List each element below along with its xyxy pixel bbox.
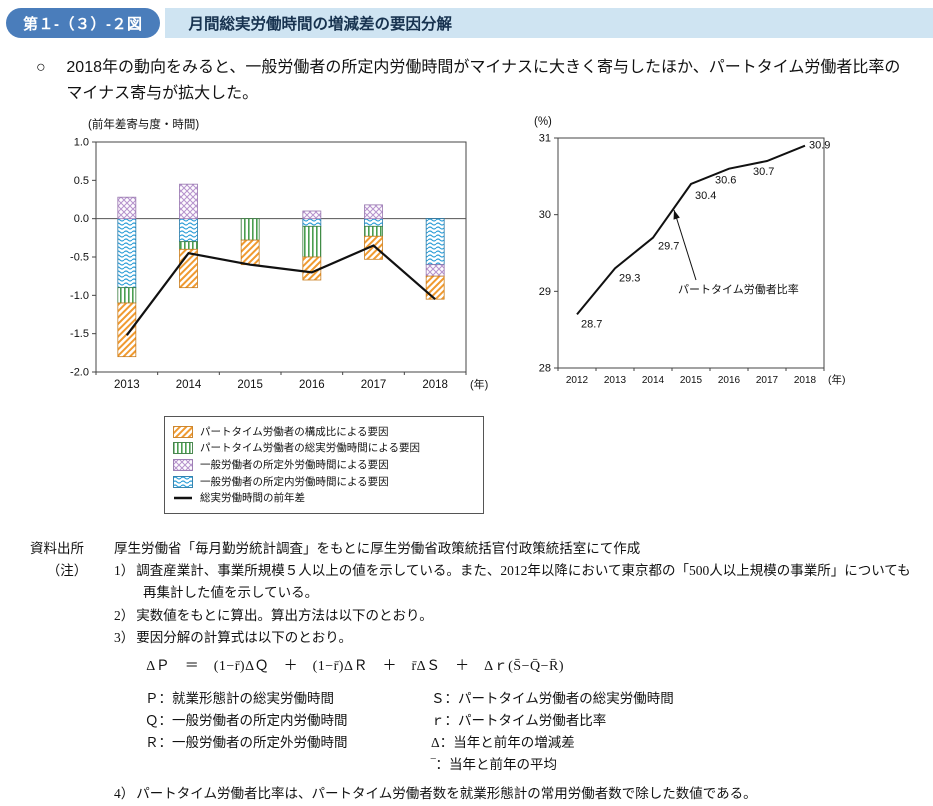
svg-text:-1.0: -1.0 — [70, 290, 89, 302]
decomposition-chart-block: (前年差寄与度・時間) 1.0 0.5 0.0 -0.5 -1.0 -1.5 -2.0 201… — [52, 116, 496, 514]
svg-text:30.9: 30.9 — [809, 140, 830, 152]
bar-chart-svg: 1.0 0.5 0.0 -0.5 -1.0 -1.5 -2.0 2013 2014 2015 201… — [52, 134, 496, 404]
legend-item: 一般労働者の所定内労働時間による要因 — [173, 475, 475, 489]
legend-label: 総実労働時間の前年差 — [200, 491, 305, 505]
svg-text:2016: 2016 — [299, 379, 325, 391]
legend-label: パートタイム労働者の構成比による要因 — [200, 425, 388, 439]
svg-text:28.7: 28.7 — [581, 319, 602, 331]
svg-text:2015: 2015 — [237, 379, 263, 391]
svg-text:29.7: 29.7 — [658, 241, 679, 253]
pt-ratio-line-chart: 31 30 29 28 2012 2013 2014 2015 2016 2017 2018 (年) 2… — [522, 130, 858, 400]
page: 第１-（３）-２図 月間総実労働時間の増減差の要因分解 ○ 2018年の動向をみ… — [0, 8, 933, 806]
legend-item: パートタイム労働者の構成比による要因 — [173, 425, 475, 439]
decomposition-formula: ΔＰ ＝ (1−r̄)ΔＱ ＋ (1−r̄)ΔＲ ＋ r̄ΔＳ ＋ Δｒ(S̄−… — [146, 656, 915, 679]
svg-text:1.0: 1.0 — [74, 137, 89, 149]
svg-text:2018: 2018 — [422, 379, 448, 391]
svg-text:29: 29 — [539, 286, 551, 298]
figure-title-bar: 月間総実労働時間の増減差の要因分解 — [165, 8, 933, 38]
svg-text:2013: 2013 — [604, 375, 627, 386]
svg-text:(年): (年) — [828, 373, 846, 386]
definition-term: Ｑ：一般労働者の所定内労働時間 — [145, 710, 431, 732]
legend-swatch-scheduled — [173, 476, 193, 488]
chart-legend: パートタイム労働者の構成比による要因パートタイム労働者の総実労働時間による要因一… — [164, 416, 484, 514]
note-item-2: 2）実数値をもとに算出。算出方法は以下のとおり。 — [114, 605, 915, 627]
svg-text:2017: 2017 — [756, 375, 779, 386]
legend-swatch-pt_hours — [173, 442, 193, 454]
line-chart-svg: 31 30 29 28 2012 2013 2014 2015 2016 2017 2018 (年) 2… — [522, 130, 858, 400]
svg-text:-2.0: -2.0 — [70, 367, 89, 379]
svg-text:0.0: 0.0 — [74, 213, 89, 225]
note-text: 調査産業計、事業所規模５人以上の値を示している。また、2012年以降において東京… — [136, 563, 910, 600]
svg-text:30.4: 30.4 — [695, 190, 716, 202]
svg-text:2018: 2018 — [794, 375, 817, 386]
decomposition-bar-chart: 1.0 0.5 0.0 -0.5 -1.0 -1.5 -2.0 2013 2014 2015 201… — [52, 134, 496, 404]
svg-text:-1.5: -1.5 — [70, 328, 89, 340]
figure-title: 月間総実労働時間の増減差の要因分解 — [189, 12, 453, 34]
svg-text:2014: 2014 — [176, 379, 202, 391]
footnotes: 資料出所 厚生労働省「毎月勤労統計調査」をもとに厚生労働省政策統括官付政策統括室… — [30, 538, 915, 806]
summary-paragraph: ○ 2018年の動向をみると、一般労働者の所定内労働時間がマイナスに大きく寄与し… — [36, 55, 907, 106]
bullet-marker: ○ — [36, 55, 66, 106]
source-text: 厚生労働省「毎月勤労統計調査」をもとに厚生労働省政策統括官付政策統括室にて作成 — [114, 538, 915, 560]
left-chart-unit-label: (前年差寄与度・時間) — [88, 116, 496, 132]
svg-text:2012: 2012 — [566, 375, 589, 386]
figure-header: 第１-（３）-２図 月間総実労働時間の増減差の要因分解 — [6, 8, 933, 38]
figure-number-badge: 第１-（３）-２図 — [6, 8, 160, 38]
svg-text:2014: 2014 — [642, 375, 665, 386]
notes-label: （注） — [30, 560, 104, 806]
svg-text:2017: 2017 — [361, 379, 387, 391]
svg-text:(年): (年) — [470, 377, 488, 391]
note-number: 1） — [114, 563, 136, 578]
definition-row: ‾：当年と前年の平均 — [145, 754, 915, 776]
right-chart-unit-label: (%) — [534, 116, 858, 128]
definition-term: ｒ：パートタイム労働者比率 — [431, 710, 915, 732]
svg-text:30.6: 30.6 — [715, 175, 736, 187]
definition-term — [145, 754, 431, 776]
note-text: 実数値をもとに算出。算出方法は以下のとおり。 — [136, 608, 432, 623]
note-item-3: 3）要因分解の計算式は以下のとおり。 — [114, 627, 915, 649]
svg-text:2015: 2015 — [680, 375, 703, 386]
definition-term: Ｐ：就業形態計の総実労働時間 — [145, 688, 431, 710]
legend-swatch-overtime — [173, 459, 193, 471]
note-number: 4） — [114, 786, 136, 801]
definition-term: Ｒ：一般労働者の所定外労働時間 — [145, 732, 431, 754]
legend-label: 一般労働者の所定外労働時間による要因 — [200, 458, 389, 472]
svg-text:28: 28 — [539, 363, 551, 375]
source-label: 資料出所 — [30, 538, 104, 560]
summary-text: 2018年の動向をみると、一般労働者の所定内労働時間がマイナスに大きく寄与したほ… — [66, 55, 907, 106]
note-item-1: 1）調査産業計、事業所規模５人以上の値を示している。また、2012年以降において… — [114, 560, 915, 604]
definition-term: ‾：当年と前年の平均 — [431, 754, 915, 776]
legend-item: 一般労働者の所定外労働時間による要因 — [173, 458, 475, 472]
legend-swatch-line — [173, 492, 193, 504]
legend-swatch-pt_composition — [173, 426, 193, 438]
notes-content: 1）調査産業計、事業所規模５人以上の値を示している。また、2012年以降において… — [114, 560, 915, 806]
svg-text:2013: 2013 — [114, 379, 140, 391]
legend-item: パートタイム労働者の総実労働時間による要因 — [173, 441, 475, 455]
svg-text:31: 31 — [539, 133, 551, 145]
definition-term: Ｓ：パートタイム労働者の総実労働時間 — [431, 688, 915, 710]
footnotes-grid: 資料出所 厚生労働省「毎月勤労統計調査」をもとに厚生労働省政策統括官付政策統括室… — [30, 538, 915, 806]
svg-text:29.3: 29.3 — [619, 273, 640, 285]
note-text: 要因分解の計算式は以下のとおり。 — [136, 630, 352, 645]
svg-text:-0.5: -0.5 — [70, 252, 89, 264]
charts-row: (前年差寄与度・時間) 1.0 0.5 0.0 -0.5 -1.0 -1.5 -2.0 201… — [0, 116, 933, 514]
note-number: 3） — [114, 630, 136, 645]
note-item-4: 4）パートタイム労働者比率は、パートタイム労働者数を就業形態計の常用労働者数で除… — [114, 783, 915, 805]
pt-ratio-annotation: パートタイム労働者比率 — [678, 282, 799, 296]
svg-text:30.7: 30.7 — [753, 166, 774, 178]
pt-ratio-chart-block: (%) 31 30 29 28 2012 2013 2014 2015 2016 2017 2018… — [522, 116, 858, 400]
legend-label: パートタイム労働者の総実労働時間による要因 — [200, 441, 420, 455]
note-number: 2） — [114, 608, 136, 623]
legend-item-line: 総実労働時間の前年差 — [173, 491, 475, 505]
svg-text:30: 30 — [539, 209, 551, 221]
definition-term: Δ：当年と前年の増減差 — [431, 732, 915, 754]
legend-label: 一般労働者の所定内労働時間による要因 — [200, 475, 389, 489]
svg-text:0.5: 0.5 — [74, 175, 89, 187]
note-text: パートタイム労働者比率は、パートタイム労働者数を就業形態計の常用労働者数で除した… — [136, 786, 756, 801]
svg-text:2016: 2016 — [718, 375, 741, 386]
